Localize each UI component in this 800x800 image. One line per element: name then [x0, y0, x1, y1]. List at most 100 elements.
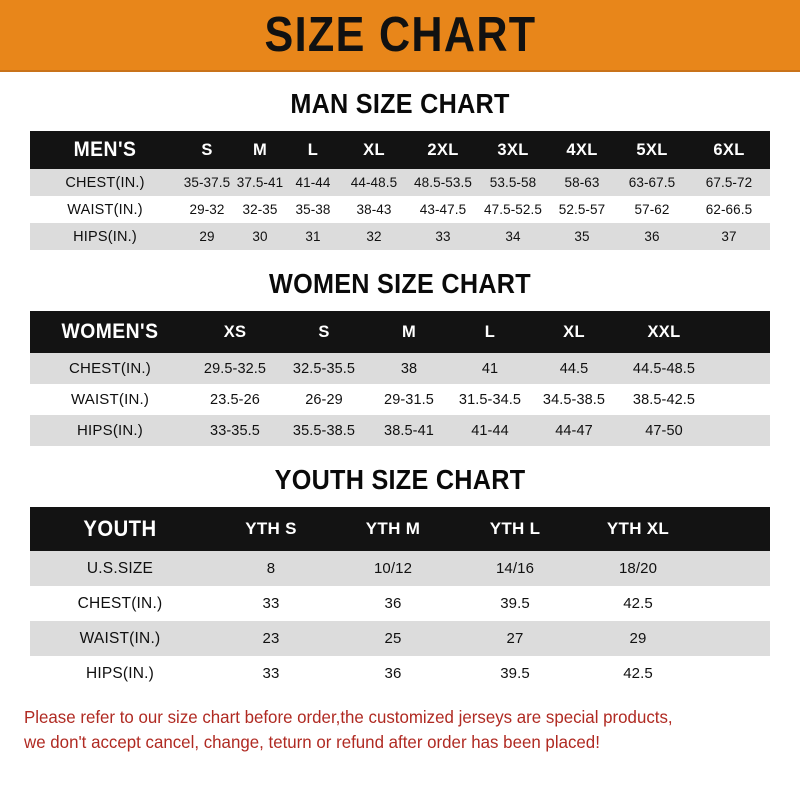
- man-cell: 34: [505, 229, 521, 244]
- women-cell: 41: [481, 360, 499, 377]
- man-table-row: HIPS(IN.) 29 30 31 32 33 34 35 36 37: [30, 223, 770, 250]
- man-cell: 47.5-52.5: [484, 202, 542, 217]
- man-cell: 31: [305, 229, 321, 244]
- women-size-header-6: XXL: [647, 322, 681, 341]
- women-cell: 44.5: [559, 360, 589, 377]
- youth-cell: 25: [384, 630, 402, 647]
- youth-cell: 36: [384, 665, 402, 682]
- youth-cell: 33: [262, 665, 280, 682]
- youth-size-table: YOUTH YTH S YTH M YTH L YTH XL U.S.SIZE 8 10/12…: [30, 507, 770, 691]
- women-cell: 33-35.5: [210, 422, 260, 439]
- man-cell: 35: [574, 229, 590, 244]
- man-cell: 41-44: [295, 175, 331, 190]
- women-cell: 32.5-35.5: [292, 360, 356, 377]
- man-size-header-7: 4XL: [566, 140, 598, 159]
- youth-cell-spacer: [700, 551, 770, 586]
- man-size-header-8: 5XL: [636, 140, 668, 159]
- man-size-header-2: M: [252, 140, 268, 159]
- man-cell: 57-62: [634, 202, 670, 217]
- youth-cell: 8: [266, 560, 276, 577]
- women-cell: 23.5-26: [210, 391, 260, 408]
- women-cell-spacer: [710, 353, 770, 384]
- women-cell: 35.5-38.5: [292, 422, 356, 439]
- women-section-title: WOMEN SIZE CHART: [269, 268, 531, 299]
- women-cell: 38.5-42.5: [632, 391, 696, 408]
- youth-cell: 42.5: [623, 595, 653, 612]
- youth-cell: 23: [262, 630, 280, 647]
- women-size-table: WOMEN'S XS S M L XL XXL CHEST(IN.) 29.5-32.5 32.5…: [30, 311, 770, 446]
- man-cell: 38-43: [356, 202, 392, 217]
- youth-size-header-2: YTH M: [365, 519, 421, 538]
- youth-row-label: HIPS(IN.): [85, 664, 155, 682]
- man-size-header-1: S: [201, 140, 213, 159]
- man-cell: 67.5-72: [705, 175, 753, 190]
- women-size-header-3: M: [401, 322, 417, 341]
- youth-header-spacer: [700, 507, 770, 551]
- women-cell: 38.5-41: [384, 422, 434, 439]
- man-table-row: CHEST(IN.) 35-37.5 37.5-41 41-44 44-48.5 48.5…: [30, 169, 770, 196]
- man-row-label: CHEST(IN.): [65, 174, 145, 191]
- man-table-header-row: MEN'S S M L XL 2XL 3XL 4XL 5XL 6XL: [30, 131, 770, 169]
- women-table-row: CHEST(IN.) 29.5-32.5 32.5-35.5 38 41 44.5 44.5…: [30, 353, 770, 384]
- women-cell: 31.5-34.5: [458, 391, 522, 408]
- man-row-label: WAIST(IN.): [67, 201, 143, 218]
- man-cell: 30: [252, 229, 268, 244]
- youth-cell: 39.5: [500, 595, 530, 612]
- order-notice: Please refer to our size chart before or…: [24, 705, 750, 756]
- women-size-header-5: XL: [563, 322, 585, 341]
- youth-table-row: WAIST(IN.) 23 25 27 29: [30, 621, 770, 656]
- women-table-header-row: WOMEN'S XS S M L XL XXL: [30, 311, 770, 353]
- man-cell: 29: [199, 229, 215, 244]
- youth-table-row: CHEST(IN.) 33 36 39.5 42.5: [30, 586, 770, 621]
- man-cell: 33: [435, 229, 451, 244]
- man-cell: 37.5-41: [236, 175, 284, 190]
- man-cell: 43-47.5: [419, 202, 467, 217]
- youth-table-row: HIPS(IN.) 33 36 39.5 42.5: [30, 656, 770, 691]
- youth-cell: 33: [262, 595, 280, 612]
- women-cell: 44-47: [555, 422, 593, 439]
- women-cell: 34.5-38.5: [542, 391, 606, 408]
- youth-cell: 14/16: [495, 560, 535, 577]
- youth-row-label: U.S.SIZE: [86, 559, 154, 577]
- women-row-label: WAIST(IN.): [70, 391, 150, 408]
- man-size-header-5: 2XL: [427, 140, 459, 159]
- youth-cell: 29: [629, 630, 647, 647]
- man-cell: 48.5-53.5: [414, 175, 472, 190]
- man-size-header-9: 6XL: [713, 140, 745, 159]
- youth-table-wrapper: YOUTH YTH S YTH M YTH L YTH XL U.S.SIZE 8 10/12…: [30, 507, 770, 691]
- women-cell: 47-50: [645, 422, 683, 439]
- man-cell: 62-66.5: [705, 202, 753, 217]
- women-size-header-2: S: [318, 322, 330, 341]
- women-cell: 29-31.5: [384, 391, 434, 408]
- man-cell: 32-35: [242, 202, 278, 217]
- women-cell: 29.5-32.5: [203, 360, 267, 377]
- man-cell: 29-32: [189, 202, 225, 217]
- man-cell: 35-37.5: [183, 175, 231, 190]
- order-notice-line-2: we don't accept cancel, change, teturn o…: [24, 732, 600, 753]
- youth-row-label: CHEST(IN.): [77, 594, 163, 612]
- youth-cell: 10/12: [373, 560, 413, 577]
- women-table-row: HIPS(IN.) 33-35.5 35.5-38.5 38.5-41 41-44 44-…: [30, 415, 770, 446]
- youth-size-header-4: YTH XL: [606, 519, 670, 538]
- youth-table-row: U.S.SIZE 8 10/12 14/16 18/20: [30, 551, 770, 586]
- man-cell: 32: [366, 229, 382, 244]
- youth-size-header-3: YTH L: [489, 519, 541, 538]
- women-size-header-1: XS: [223, 322, 247, 341]
- man-cell: 58-63: [564, 175, 600, 190]
- women-cell-spacer: [710, 415, 770, 446]
- man-row-label: HIPS(IN.): [73, 228, 137, 245]
- banner: SIZE CHART: [0, 0, 800, 72]
- man-size-header-4: XL: [363, 140, 385, 159]
- man-cell: 53.5-58: [489, 175, 537, 190]
- women-header-label: WOMEN'S: [61, 320, 159, 343]
- women-cell: 44.5-48.5: [632, 360, 696, 377]
- man-cell: 36: [644, 229, 660, 244]
- youth-cell-spacer: [700, 586, 770, 621]
- youth-size-header-1: YTH S: [245, 519, 297, 538]
- women-cell: 38: [400, 360, 418, 377]
- order-notice-line-1: Please refer to our size chart before or…: [24, 707, 673, 727]
- youth-section-title: YOUTH SIZE CHART: [274, 464, 526, 495]
- youth-cell-spacer: [700, 621, 770, 656]
- women-cell: 26-29: [305, 391, 343, 408]
- youth-header-label: YOUTH: [83, 516, 157, 541]
